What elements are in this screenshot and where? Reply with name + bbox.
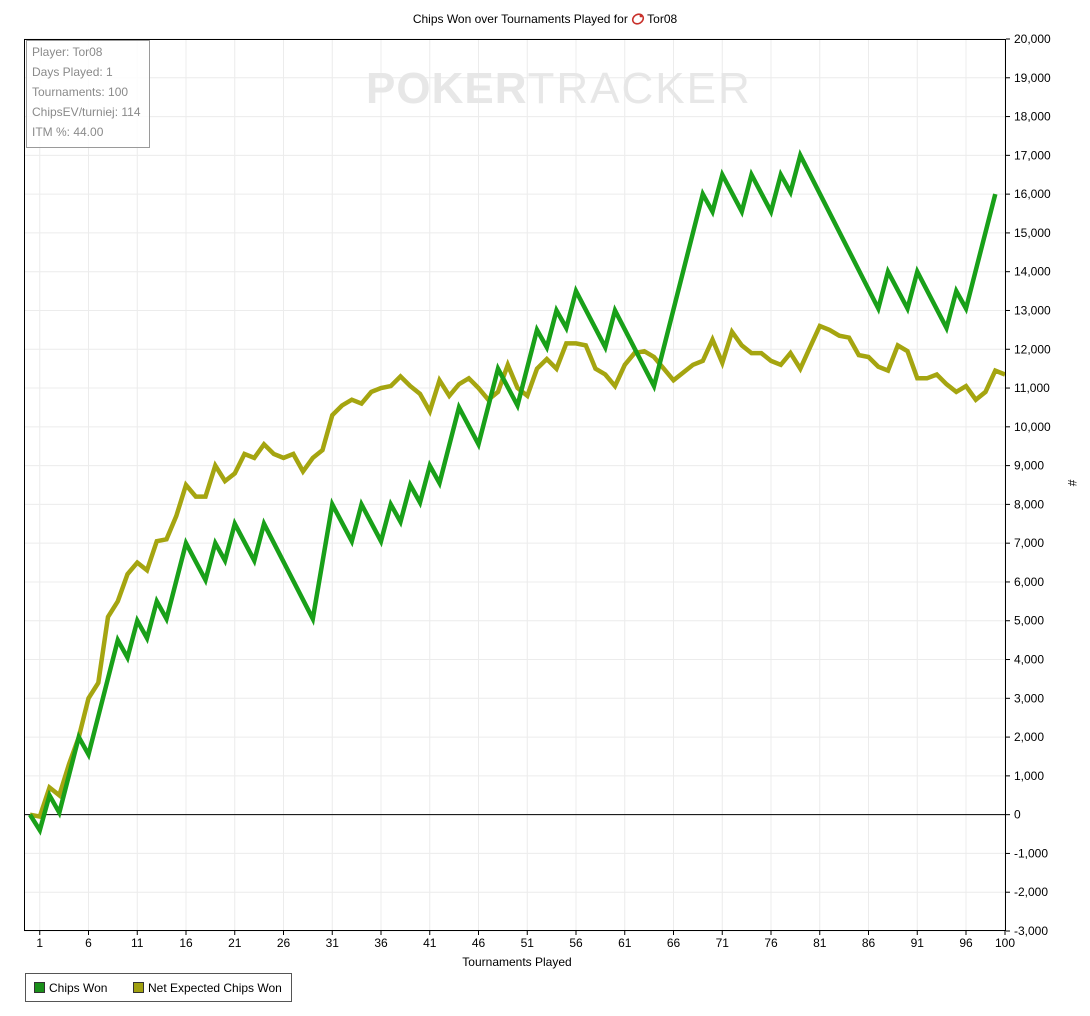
y-tick-label: 13,000 [1014, 303, 1051, 317]
player-name: Tor08 [647, 12, 678, 26]
y-tick-label: -1,000 [1014, 846, 1048, 860]
y-tick-label: 0 [1014, 808, 1021, 822]
y-axis-title: # [1065, 479, 1079, 487]
x-tick-label: 91 [911, 936, 925, 950]
series-lines [28, 149, 1006, 836]
y-tick-label: 19,000 [1014, 71, 1051, 85]
y-tick-label: 2,000 [1014, 730, 1044, 744]
y-tick-label: 18,000 [1014, 110, 1051, 124]
y-tick-label: 11,000 [1014, 381, 1050, 395]
y-tick-label: 9,000 [1014, 459, 1044, 473]
stat-days-played: Days Played: 1 [32, 65, 113, 79]
y-tick-label: 5,000 [1014, 614, 1044, 628]
x-tick-label: 21 [228, 936, 242, 950]
x-tick-label: 26 [277, 936, 291, 950]
x-tick-label: 56 [569, 936, 583, 950]
legend-label-chips-won: Chips Won [49, 981, 108, 995]
x-axis-ticks: 1 6 11 16 21 26 31 36 41 46 51 56 61 66 71 76 81 86 91 96 10… [36, 931, 1015, 950]
x-tick-label: 51 [521, 936, 535, 950]
x-tick-label: 41 [423, 936, 437, 950]
x-tick-label: 100 [995, 936, 1015, 950]
x-tick-label: 11 [131, 936, 144, 950]
legend-swatch-chips-won [34, 982, 45, 993]
y-tick-label: 20,000 [1014, 32, 1051, 46]
y-tick-label: 3,000 [1014, 691, 1044, 705]
y-tick-label: -3,000 [1014, 924, 1048, 938]
y-tick-label: 17,000 [1014, 148, 1051, 162]
series-line-net-expected [29, 323, 1006, 820]
y-tick-label: 14,000 [1014, 265, 1051, 279]
y-tick-label: 10,000 [1014, 420, 1051, 434]
y-tick-label: 6,000 [1014, 575, 1044, 589]
y-tick-label: 7,000 [1014, 536, 1044, 550]
stat-itm: ITM %: 44.00 [32, 125, 104, 139]
x-tick-label: 71 [716, 936, 730, 950]
x-tick-label: 96 [959, 936, 973, 950]
x-tick-label: 1 [36, 936, 43, 950]
x-tick-label: 86 [862, 936, 876, 950]
y-tick-label: 12,000 [1014, 342, 1051, 356]
x-tick-label: 31 [326, 936, 340, 950]
chart-title: Chips Won over Tournaments Played for To… [0, 12, 1090, 28]
series-line-chips-won [28, 149, 998, 836]
x-tick-label: 66 [667, 936, 681, 950]
y-tick-label: 15,000 [1014, 226, 1051, 240]
legend-swatch-net-expected [133, 982, 144, 993]
stats-box: Player: Tor08 Days Played: 1 Tournaments… [26, 40, 150, 148]
player-site-icon [631, 13, 645, 28]
x-axis-title: Tournaments Played [462, 955, 572, 969]
y-tick-label: 8,000 [1014, 497, 1044, 511]
x-tick-label: 16 [179, 936, 193, 950]
x-tick-label: 46 [472, 936, 486, 950]
stat-player: Player: Tor08 [32, 45, 103, 59]
title-text: Chips Won over Tournaments Played for [412, 12, 628, 26]
x-tick-label: 36 [374, 936, 388, 950]
x-tick-label: 61 [618, 936, 632, 950]
x-tick-label: 76 [764, 936, 778, 950]
legend-item-chips-won[interactable]: Chips Won [34, 981, 107, 995]
y-axis-ticks: -3,000 -2,000 -1,000 0 1,000 2,000 3,000 4,000 5… [1006, 32, 1051, 938]
grid-lines [24, 38, 1006, 932]
x-tick-label: 6 [85, 936, 92, 950]
legend-label-net-expected: Net Expected Chips Won [148, 981, 282, 995]
stat-tournaments: Tournaments: 100 [32, 85, 129, 99]
legend-item-net-expected[interactable]: Net Expected Chips Won [133, 981, 282, 995]
y-tick-label: -2,000 [1014, 885, 1048, 899]
y-tick-label: 4,000 [1014, 653, 1044, 667]
x-tick-label: 81 [813, 936, 827, 950]
legend: Chips Won Net Expected Chips Won [25, 973, 292, 1002]
poker-tracker-watermark: POKERTRACKER [366, 64, 752, 113]
y-tick-label: 16,000 [1014, 187, 1051, 201]
y-tick-label: 1,000 [1014, 769, 1044, 783]
stat-chips-ev: ChipsEV/turniej: 114 [32, 105, 141, 119]
